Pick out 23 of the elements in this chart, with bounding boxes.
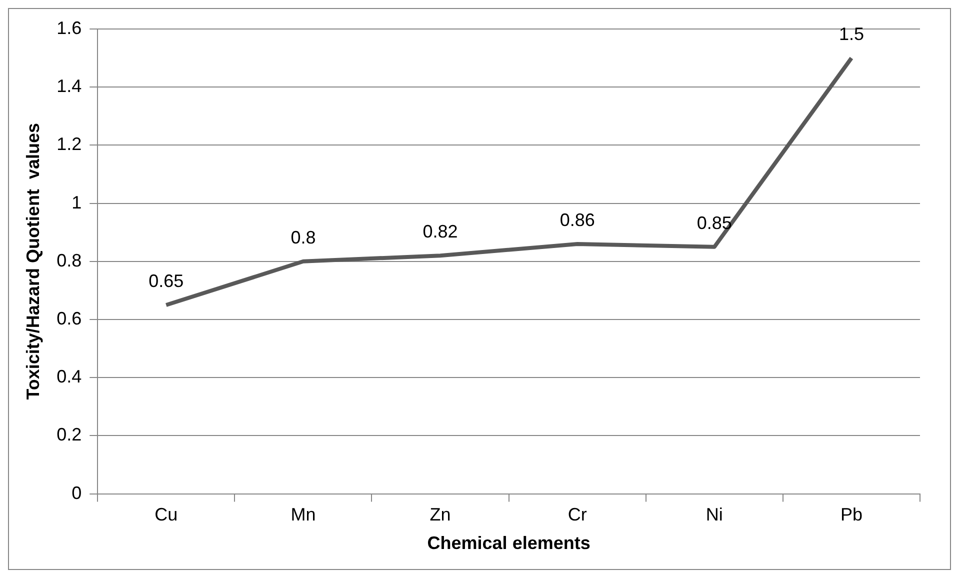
data-label: 0.86 xyxy=(560,210,595,230)
data-label: 0.65 xyxy=(148,270,184,291)
y-tick-label: 1.6 xyxy=(56,18,82,38)
x-tick-label: Pb xyxy=(840,504,862,525)
x-tick-label: Mn xyxy=(290,504,316,525)
y-tick-label: 0 xyxy=(72,482,82,503)
x-axis-title: Chemical elements xyxy=(427,533,590,554)
y-tick-label: 0.4 xyxy=(56,366,82,387)
y-tick-label: 1.2 xyxy=(56,134,82,154)
data-label: 0.8 xyxy=(290,227,316,248)
y-tick-label: 0.8 xyxy=(56,250,82,270)
y-axis-title: Toxicity/Hazard Quotient values xyxy=(22,123,43,400)
data-label: 0.82 xyxy=(422,222,458,242)
x-tick-label: Cu xyxy=(154,504,178,525)
y-tick-label: 1.4 xyxy=(56,76,82,96)
data-label: 0.85 xyxy=(696,212,732,233)
x-tick-label: Zn xyxy=(430,504,451,525)
y-tick-label: 0.2 xyxy=(56,424,82,445)
x-tick-label: Ni xyxy=(706,504,723,525)
data-label: 1.5 xyxy=(838,24,864,44)
y-tick-label: 1 xyxy=(72,192,82,212)
x-tick-label: Cr xyxy=(568,504,587,525)
y-tick-label: 0.6 xyxy=(56,308,82,328)
